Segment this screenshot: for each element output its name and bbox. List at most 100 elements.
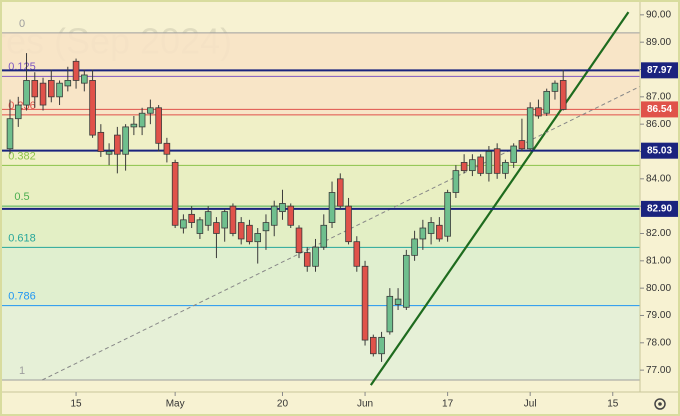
price-tag bbox=[641, 101, 678, 118]
price-tag-label: 85.03 bbox=[647, 145, 672, 156]
candle-body bbox=[370, 336, 377, 355]
candle-body bbox=[460, 162, 468, 172]
candle-body bbox=[287, 205, 295, 226]
candle-body bbox=[279, 203, 286, 213]
candle-body bbox=[411, 238, 418, 256]
candle-body bbox=[237, 222, 245, 240]
candle-body bbox=[477, 156, 484, 174]
fib-level-label: 1 bbox=[19, 365, 25, 377]
fib-level-label: 0.786 bbox=[8, 291, 36, 303]
candle-body bbox=[551, 82, 559, 92]
y-tick-label: 77.00 bbox=[646, 365, 671, 376]
y-tick-label: 79.00 bbox=[646, 310, 671, 321]
candle-body bbox=[510, 145, 517, 163]
y-tick-label: 86.00 bbox=[646, 119, 671, 130]
candle-body bbox=[361, 265, 369, 341]
y-tick-label: 78.00 bbox=[646, 337, 671, 348]
candle-body bbox=[81, 74, 88, 84]
y-tick-label: 87.00 bbox=[646, 91, 671, 102]
trend-line bbox=[41, 86, 640, 381]
candle-body bbox=[427, 222, 435, 234]
candle-body bbox=[485, 151, 493, 174]
y-tick-label: 82.00 bbox=[646, 228, 671, 239]
fib-level-label: 0.236 bbox=[8, 100, 36, 112]
fib-zone bbox=[2, 114, 640, 166]
x-tick-label: 17 bbox=[442, 399, 454, 410]
candle-body bbox=[48, 80, 55, 98]
candle-body bbox=[105, 151, 113, 155]
x-tick-label: 15 bbox=[71, 399, 83, 410]
price-tag-label: 86.54 bbox=[647, 104, 672, 115]
candle-body bbox=[444, 192, 451, 237]
candle-body bbox=[147, 107, 154, 114]
candle-body bbox=[262, 222, 270, 232]
y-tick-label: 89.00 bbox=[646, 37, 671, 48]
candle-body bbox=[246, 224, 253, 243]
candle-body bbox=[436, 224, 443, 240]
candle-body bbox=[23, 80, 30, 106]
fib-level-label: 0.125 bbox=[8, 61, 36, 73]
candle-body bbox=[518, 140, 526, 150]
candle-body bbox=[559, 80, 567, 110]
fib-zone bbox=[2, 165, 640, 207]
fib-zone bbox=[2, 305, 640, 380]
price-tag bbox=[641, 200, 678, 217]
price-tag bbox=[641, 142, 678, 159]
candle-body bbox=[39, 82, 47, 106]
fib-zone bbox=[2, 32, 640, 77]
candle-body bbox=[295, 227, 303, 254]
price-tag-label: 82.90 bbox=[647, 204, 672, 215]
candle-body bbox=[213, 222, 220, 234]
candle-body bbox=[180, 219, 187, 229]
candle-body bbox=[122, 126, 129, 155]
candle-body bbox=[526, 107, 534, 150]
candle-body bbox=[204, 211, 212, 226]
candle-body bbox=[336, 178, 344, 207]
x-tick-label: Jul bbox=[524, 399, 537, 410]
candle-body bbox=[353, 241, 361, 267]
candle-body bbox=[114, 134, 121, 155]
candle-body bbox=[89, 80, 96, 136]
candle-body bbox=[535, 107, 542, 117]
candle-body bbox=[254, 233, 262, 243]
candle-body bbox=[394, 298, 402, 305]
candle-body bbox=[221, 211, 228, 229]
plot-area: res (Sep 2024) 00.1250.2360.3820.50.6180… bbox=[2, 11, 640, 386]
candle-body bbox=[419, 227, 427, 240]
fib-level-label: 0.5 bbox=[14, 191, 29, 203]
candle-body bbox=[303, 252, 311, 267]
fib-zone bbox=[2, 247, 640, 306]
fib-zone bbox=[2, 76, 640, 115]
y-tick-label: 80.00 bbox=[646, 283, 671, 294]
trend-line bbox=[369, 11, 630, 386]
candle-body bbox=[312, 246, 319, 267]
settings-button[interactable] bbox=[654, 398, 666, 410]
candle-body bbox=[196, 219, 204, 234]
candle-body bbox=[72, 60, 80, 81]
candle-body bbox=[130, 123, 138, 128]
price-tag-label: 87.97 bbox=[647, 65, 672, 76]
candle-body bbox=[155, 107, 162, 144]
candle-body bbox=[6, 118, 14, 150]
settings-icon[interactable] bbox=[654, 398, 666, 410]
candle-body bbox=[64, 80, 72, 87]
y-tick-label: 84.00 bbox=[646, 173, 671, 184]
candle-body bbox=[328, 192, 336, 223]
candle-body bbox=[14, 104, 22, 120]
settings-icon-center[interactable] bbox=[658, 402, 662, 406]
candle-body bbox=[452, 170, 460, 193]
candle-body bbox=[171, 162, 179, 226]
candle-body bbox=[270, 205, 278, 226]
candle-body bbox=[386, 295, 394, 333]
y-tick-label: 90.00 bbox=[646, 9, 671, 20]
candle-body bbox=[403, 254, 410, 308]
candle-body bbox=[138, 112, 146, 128]
candle-body bbox=[543, 90, 550, 114]
candle-body bbox=[320, 224, 328, 248]
candle-body bbox=[345, 205, 352, 243]
fib-level-label: 0.382 bbox=[8, 150, 36, 162]
candle-body bbox=[97, 131, 105, 152]
candle-body bbox=[31, 80, 39, 98]
